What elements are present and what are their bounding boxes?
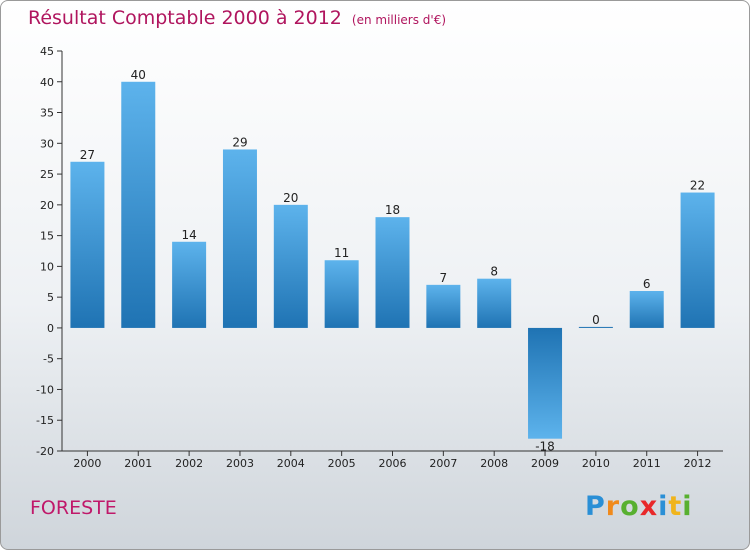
- y-tick-label: -15: [36, 414, 54, 427]
- data-label: 22: [690, 179, 705, 193]
- x-tick-label: 2002: [175, 457, 203, 470]
- y-tick-label: -20: [36, 445, 54, 458]
- x-tick-label: 2005: [328, 457, 356, 470]
- y-tick-label: 45: [40, 45, 54, 58]
- x-tick-label: 2008: [480, 457, 508, 470]
- bar: [477, 278, 512, 328]
- bar: [70, 161, 105, 328]
- proxiti-logo[interactable]: Proxiti: [585, 491, 693, 522]
- x-tick-label: 2009: [531, 457, 559, 470]
- logo-letter: o: [620, 491, 640, 522]
- y-tick-label: -10: [36, 383, 54, 396]
- x-tick-label: 2000: [73, 457, 101, 470]
- title-unit: (en milliers d'€): [351, 13, 447, 27]
- x-tick-label: 2010: [582, 457, 610, 470]
- data-label: 7: [440, 271, 448, 285]
- bar: [121, 81, 156, 328]
- y-tick-label: 25: [40, 168, 54, 181]
- chart-title: Résultat Comptable 2000 à 2012 (en millie…: [28, 7, 446, 29]
- data-label: 6: [643, 277, 651, 291]
- y-tick-label: 35: [40, 107, 54, 120]
- x-tick-label: 2001: [124, 457, 152, 470]
- data-label: 14: [181, 228, 196, 242]
- bar: [324, 260, 359, 328]
- x-tick-label: 2007: [429, 457, 457, 470]
- data-label: 27: [80, 148, 95, 162]
- bars: [70, 81, 715, 439]
- x-tick-label: 2004: [277, 457, 305, 470]
- y-tick-label: 15: [40, 230, 54, 243]
- bar: [528, 327, 563, 439]
- data-labels: 27 40 14 29 20 11 18 7 8 -18 0 6 22: [80, 68, 705, 454]
- data-label: 18: [385, 203, 400, 217]
- logo-letter: t: [668, 491, 683, 522]
- bar: [222, 149, 257, 328]
- x-tick-label: 2003: [226, 457, 254, 470]
- logo-letter: x: [639, 491, 659, 522]
- data-label: -18: [535, 440, 555, 454]
- bar: [426, 284, 461, 328]
- y-tick-label: 30: [40, 137, 54, 150]
- y-tick-label: 5: [47, 291, 54, 304]
- bar: [629, 291, 664, 328]
- x-tick-label: 2006: [379, 457, 407, 470]
- data-label: 8: [490, 265, 498, 279]
- data-label: 40: [131, 68, 146, 82]
- data-label: 20: [283, 191, 298, 205]
- data-label: 29: [232, 135, 247, 149]
- y-tick-label: 20: [40, 199, 54, 212]
- y-tick-label: 10: [40, 260, 54, 273]
- town-name: FORESTE: [30, 497, 117, 519]
- bar: [172, 241, 207, 328]
- data-label: 0: [592, 313, 600, 327]
- bar: [375, 217, 410, 328]
- logo-letter: P: [585, 491, 606, 522]
- data-label: 11: [334, 246, 349, 260]
- y-tick-label: 40: [40, 76, 54, 89]
- logo-letter: i: [658, 491, 669, 522]
- x-tick-label: 2011: [633, 457, 661, 470]
- y-tick-label: -5: [43, 353, 54, 366]
- logo-letter: r: [605, 491, 621, 522]
- x-tick-label: 2012: [684, 457, 712, 470]
- title-text: Résultat Comptable 2000 à 2012: [28, 7, 342, 29]
- bar: [578, 326, 613, 328]
- logo-letter: i: [682, 491, 693, 522]
- y-tick-label: 0: [47, 322, 54, 335]
- bar: [680, 192, 715, 328]
- bar: [273, 204, 308, 328]
